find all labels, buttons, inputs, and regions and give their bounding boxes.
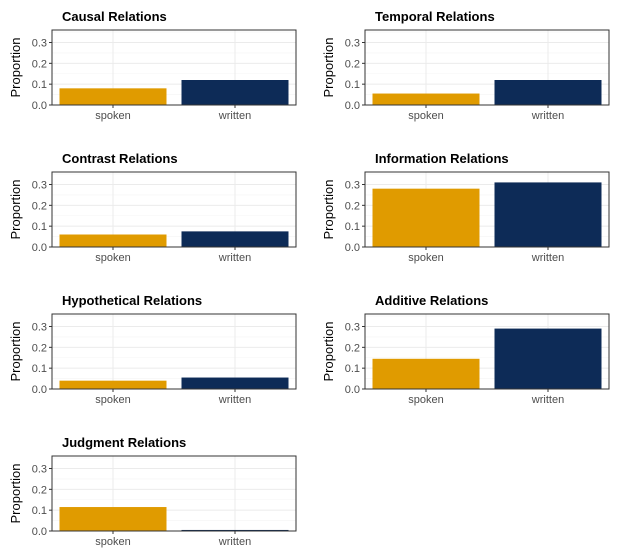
panel-border <box>51 171 297 248</box>
y-tick-label: 0.0 <box>345 242 360 254</box>
y-axis-title: Proportion <box>8 464 23 524</box>
panel-border <box>51 313 297 390</box>
x-tick-label: written <box>218 252 251 264</box>
x-tick-label: spoken <box>95 252 130 264</box>
panel-title: Hypothetical Relations <box>62 293 202 308</box>
panel-title: Contrast Relations <box>62 151 178 166</box>
y-tick-label: 0.1 <box>345 79 360 91</box>
panel-title: Additive Relations <box>375 293 488 308</box>
y-tick-label: 0.0 <box>32 100 47 112</box>
panel-title: Judgment Relations <box>62 435 186 450</box>
panel-title: Temporal Relations <box>375 9 495 24</box>
panel-border <box>364 313 610 390</box>
panel-border <box>51 29 297 106</box>
bar-spoken <box>59 88 167 105</box>
chart-panel-3: Information Relations 0.0 0.1 0.2 0.3 spoken w… <box>321 151 610 264</box>
panel-title: Information Relations <box>375 151 509 166</box>
x-tick-label: spoken <box>95 536 130 548</box>
bar-spoken <box>59 234 167 247</box>
y-axis-title: Proportion <box>8 322 23 382</box>
bar-written <box>181 377 289 389</box>
x-tick-label: spoken <box>408 252 443 264</box>
y-tick-label: 0.0 <box>345 100 360 112</box>
panel-title: Causal Relations <box>62 9 167 24</box>
y-axis-title: Proportion <box>8 38 23 98</box>
y-tick-label: 0.2 <box>345 200 360 212</box>
y-tick-label: 0.0 <box>345 384 360 396</box>
y-tick-label: 0.1 <box>32 363 47 375</box>
y-tick-label: 0.3 <box>32 322 47 334</box>
y-tick-label: 0.0 <box>32 242 47 254</box>
bar-written <box>494 328 602 389</box>
chart-panel-1: Temporal Relations 0.0 0.1 0.2 0.3 spoken writ… <box>321 9 610 122</box>
y-tick-label: 0.1 <box>345 363 360 375</box>
y-tick-label: 0.1 <box>32 505 47 517</box>
y-tick-label: 0.1 <box>32 221 47 233</box>
y-tick-label: 0.3 <box>345 322 360 334</box>
y-tick-label: 0.0 <box>32 384 47 396</box>
x-tick-label: spoken <box>95 394 130 406</box>
panel-border <box>364 29 610 106</box>
y-tick-label: 0.3 <box>32 464 47 476</box>
x-tick-label: written <box>218 536 251 548</box>
bar-spoken <box>59 507 167 531</box>
x-tick-label: spoken <box>408 110 443 122</box>
panel-border <box>51 455 297 532</box>
x-tick-label: written <box>531 252 564 264</box>
y-tick-label: 0.2 <box>32 342 47 354</box>
x-tick-label: written <box>218 110 251 122</box>
y-tick-label: 0.2 <box>32 484 47 496</box>
chart-panel-6: Judgment Relations 0.0 0.1 0.2 0.3 spoken writ… <box>8 435 297 548</box>
x-tick-label: written <box>531 394 564 406</box>
x-tick-label: written <box>218 394 251 406</box>
y-axis-title: Proportion <box>321 180 336 240</box>
bar-written <box>494 80 602 105</box>
bar-spoken <box>372 188 480 247</box>
x-tick-label: written <box>531 110 564 122</box>
y-axis-title: Proportion <box>321 38 336 98</box>
chart-panel-4: Hypothetical Relations 0.0 0.1 0.2 0.3 spoken… <box>8 293 297 406</box>
bar-written <box>181 80 289 105</box>
chart-panel-0: Causal Relations 0.0 0.1 0.2 0.3 spoken writte… <box>8 9 297 122</box>
bar-spoken <box>59 380 167 389</box>
y-axis-title: Proportion <box>8 180 23 240</box>
y-tick-label: 0.3 <box>345 38 360 50</box>
y-tick-label: 0.2 <box>345 342 360 354</box>
bar-written <box>181 231 289 247</box>
chart-panel-2: Contrast Relations 0.0 0.1 0.2 0.3 spoken writ… <box>8 151 297 264</box>
y-tick-label: 0.2 <box>32 200 47 212</box>
y-tick-label: 0.2 <box>345 58 360 70</box>
y-tick-label: 0.3 <box>32 180 47 192</box>
bar-written <box>181 529 289 531</box>
y-tick-label: 0.3 <box>345 180 360 192</box>
y-tick-label: 0.1 <box>32 79 47 91</box>
y-axis-title: Proportion <box>321 322 336 382</box>
x-tick-label: spoken <box>408 394 443 406</box>
chart-panel-5: Additive Relations 0.0 0.1 0.2 0.3 spoken writ… <box>321 293 610 406</box>
bar-spoken <box>372 93 480 105</box>
panel-border <box>364 171 610 248</box>
bar-spoken <box>372 358 480 389</box>
bar-written <box>494 182 602 247</box>
y-tick-label: 0.2 <box>32 58 47 70</box>
y-tick-label: 0.3 <box>32 38 47 50</box>
y-tick-label: 0.1 <box>345 221 360 233</box>
y-tick-label: 0.0 <box>32 526 47 538</box>
x-tick-label: spoken <box>95 110 130 122</box>
